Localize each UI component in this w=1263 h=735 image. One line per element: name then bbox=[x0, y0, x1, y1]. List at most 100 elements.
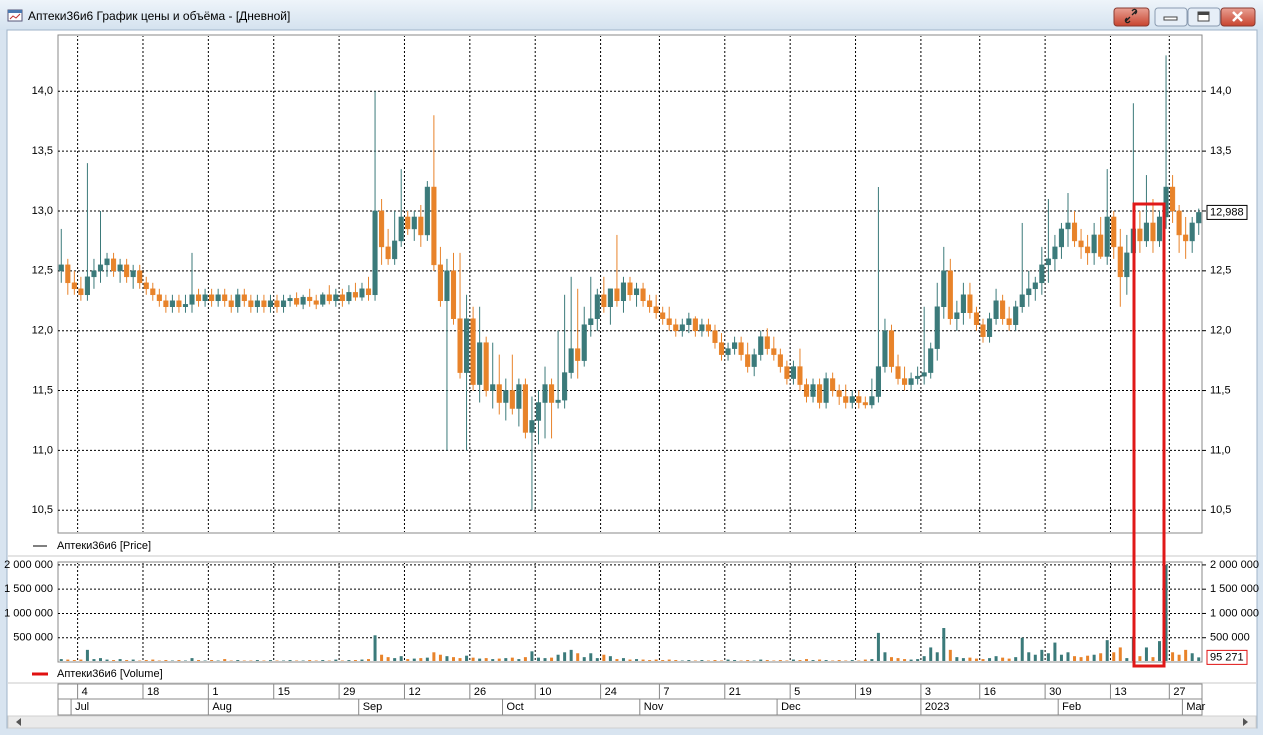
candle-body bbox=[235, 294, 241, 307]
volume-bar bbox=[857, 660, 861, 661]
month-label: Mar bbox=[1186, 701, 1205, 713]
volume-bar bbox=[314, 660, 318, 661]
candle-body bbox=[1078, 240, 1084, 248]
volume-bar bbox=[661, 660, 665, 661]
month-label: Dec bbox=[781, 701, 801, 713]
volume-bar bbox=[85, 649, 89, 661]
candle-body bbox=[1189, 222, 1195, 242]
volume-bar bbox=[183, 660, 187, 661]
candle-body bbox=[849, 396, 855, 403]
volume-bar bbox=[948, 649, 952, 661]
volume-bar bbox=[968, 657, 972, 661]
last-value-label: 95 271 bbox=[1210, 651, 1244, 663]
candle-body bbox=[457, 318, 463, 373]
candle-body bbox=[817, 384, 823, 403]
volume-bar bbox=[151, 659, 155, 661]
volume-bar bbox=[909, 659, 913, 661]
candle-body bbox=[856, 396, 862, 403]
candle-body bbox=[771, 348, 777, 355]
y-tick-label: 13,5 bbox=[32, 145, 53, 157]
candle-body bbox=[633, 288, 640, 296]
candle-body bbox=[725, 348, 731, 355]
volume-bar bbox=[550, 657, 554, 661]
volume-bar bbox=[380, 654, 384, 661]
volume-bar bbox=[190, 658, 194, 661]
volume-bar bbox=[798, 660, 802, 661]
candle-body bbox=[895, 366, 901, 379]
candle-body bbox=[836, 390, 842, 397]
volume-bar bbox=[994, 656, 998, 661]
candle-body bbox=[627, 282, 633, 296]
x-tick-label: 30 bbox=[1049, 686, 1061, 698]
volume-bar bbox=[406, 659, 410, 661]
candle-body bbox=[477, 342, 483, 385]
candle-body bbox=[718, 342, 725, 355]
volume-bar bbox=[445, 656, 449, 661]
volume-bar bbox=[92, 659, 96, 661]
candle-body bbox=[300, 296, 306, 305]
candle-body bbox=[58, 264, 64, 272]
volume-bar bbox=[1118, 647, 1122, 661]
volume-bar bbox=[504, 658, 508, 661]
volume-bar bbox=[700, 660, 704, 661]
candle-body bbox=[333, 294, 339, 302]
volume-bar bbox=[268, 660, 272, 661]
candle-body bbox=[712, 330, 718, 343]
candle-body bbox=[1111, 216, 1117, 248]
volume-bar bbox=[112, 660, 116, 661]
y-tick-label: 13,0 bbox=[32, 205, 53, 217]
volume-bar bbox=[870, 659, 874, 661]
candle-body bbox=[692, 318, 698, 331]
link-button[interactable] bbox=[1113, 7, 1150, 27]
volume-bar bbox=[1092, 654, 1096, 661]
minimize-button[interactable] bbox=[1154, 7, 1188, 27]
close-button[interactable] bbox=[1220, 7, 1256, 27]
volume-bar bbox=[569, 649, 573, 661]
volume-bar bbox=[360, 659, 364, 661]
candle-body bbox=[921, 372, 927, 377]
candle-body bbox=[326, 294, 332, 302]
candle-body bbox=[575, 348, 581, 361]
volume-bar bbox=[1020, 637, 1024, 661]
candle-body bbox=[542, 384, 548, 403]
x-tick-label: 21 bbox=[729, 686, 741, 698]
volume-bar bbox=[615, 659, 619, 661]
volume-bar bbox=[608, 656, 612, 661]
plot-area bbox=[58, 36, 1202, 532]
candle-body bbox=[496, 384, 502, 403]
volume-bar bbox=[1027, 652, 1031, 661]
volume-bar bbox=[733, 660, 737, 661]
candle-body bbox=[928, 348, 934, 373]
volume-bar bbox=[432, 652, 436, 661]
candle-body bbox=[97, 264, 104, 272]
volume-bar bbox=[425, 657, 429, 661]
scrollbar[interactable] bbox=[7, 715, 1257, 729]
candle-body bbox=[1183, 234, 1189, 242]
month-label: Sep bbox=[363, 701, 383, 713]
candle-body bbox=[679, 324, 685, 331]
candle-body bbox=[1156, 216, 1163, 242]
y-tick-label: 14,0 bbox=[1210, 85, 1231, 97]
candle-body bbox=[1117, 246, 1123, 278]
candle-body bbox=[934, 306, 940, 349]
volume-bar bbox=[831, 660, 835, 661]
volume-bar bbox=[393, 658, 397, 661]
x-tick-label: 19 bbox=[860, 686, 872, 698]
volume-bar bbox=[282, 660, 286, 661]
candle-body bbox=[705, 324, 711, 331]
candle-body bbox=[280, 300, 287, 307]
candle-body bbox=[1163, 186, 1169, 218]
volume-bar bbox=[680, 660, 684, 661]
volume-bar bbox=[981, 659, 985, 661]
candle-body bbox=[830, 378, 836, 391]
month-label: 2023 bbox=[925, 701, 949, 713]
maximize-button[interactable] bbox=[1187, 7, 1221, 27]
volume-bar bbox=[1184, 649, 1188, 661]
volume-bar bbox=[451, 657, 455, 661]
candle-body bbox=[65, 264, 71, 284]
candle-body bbox=[1032, 282, 1038, 290]
volume-bar bbox=[942, 628, 946, 661]
volume-bar bbox=[536, 657, 540, 661]
candle-body bbox=[424, 186, 430, 236]
